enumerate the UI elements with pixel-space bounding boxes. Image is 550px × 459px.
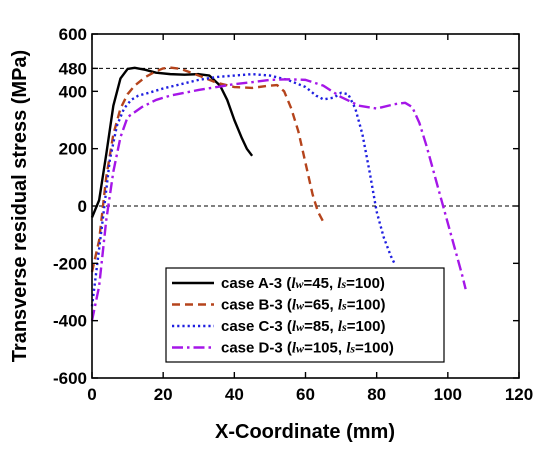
legend-label-3: case D-3 (lw=105, ls=100) — [221, 340, 394, 357]
y-tick-label-1: -400 — [53, 312, 87, 331]
x-axis-title: X-Coordinate (mm) — [215, 421, 395, 443]
legend-label-part: l — [292, 341, 297, 357]
x-tick-label-1: 20 — [154, 385, 173, 404]
series-line-0 — [90, 66, 254, 218]
legend-label-part: l — [292, 319, 297, 335]
y-tick-label-3: 0 — [78, 197, 87, 216]
legend-label-1: case B-3 (lw=65, ls=100) — [221, 297, 385, 314]
legend-label-part: s — [340, 277, 346, 291]
legend-label-part: case B-3 ( — [221, 297, 292, 314]
legend-label-part: l — [338, 319, 343, 335]
legend-label-part: l — [337, 276, 342, 292]
series-line-3 — [90, 78, 467, 321]
y-tick-label-5: 400 — [59, 82, 87, 101]
series-line-2 — [90, 72, 396, 307]
legend-label-part: =105, — [304, 340, 346, 357]
x-tick-label-3: 60 — [296, 385, 315, 404]
x-tick-label-4: 80 — [367, 385, 386, 404]
legend-label-part: l — [291, 276, 296, 292]
legend-label-part: w — [295, 277, 304, 291]
y-tick-label-7: 600 — [59, 25, 87, 44]
legend-label-part: =100) — [346, 275, 385, 292]
legend-label-part: case C-3 ( — [221, 318, 292, 335]
legend-label-part: l — [292, 298, 297, 314]
legend-label-part: l — [338, 298, 343, 314]
x-tick-label-2: 40 — [225, 385, 244, 404]
y-axis-title: Transverse residual stress (MPa) — [9, 50, 31, 362]
legend-label-part: =100) — [347, 297, 386, 314]
legend-label-part: case A-3 ( — [221, 275, 291, 292]
legend-label-part: s — [341, 299, 347, 313]
legend-label-part: w — [296, 320, 305, 334]
legend: case A-3 (lw=45, ls=100)case B-3 (lw=65,… — [165, 267, 445, 363]
series-line-1 — [90, 66, 325, 273]
legend-label-part: s — [341, 320, 347, 334]
legend-label-part: s — [349, 342, 355, 356]
legend-label-part: l — [346, 341, 351, 357]
legend-label-part: =45, — [304, 275, 338, 292]
legend-label-part: case D-3 ( — [221, 340, 292, 357]
legend-label-part: =65, — [304, 297, 338, 314]
legend-label-2: case C-3 (lw=85, ls=100) — [221, 318, 385, 335]
y-tick-label-6: 480 — [59, 59, 87, 78]
legend-label-0: case A-3 (lw=45, ls=100) — [221, 275, 385, 292]
y-tick-label-4: 200 — [59, 140, 87, 159]
legend-label-part: =100) — [355, 340, 394, 357]
y-tick-label-0: -600 — [53, 369, 87, 388]
y-tick-label-2: -200 — [53, 254, 87, 273]
x-tick-label-5: 100 — [434, 385, 462, 404]
legend-label-part: w — [296, 299, 305, 313]
legend-label-part: =85, — [304, 318, 338, 335]
x-tick-label-0: 0 — [87, 385, 96, 404]
legend-label-part: w — [296, 342, 305, 356]
legend-label-part: =100) — [347, 318, 386, 335]
x-tick-label-6: 120 — [505, 385, 533, 404]
